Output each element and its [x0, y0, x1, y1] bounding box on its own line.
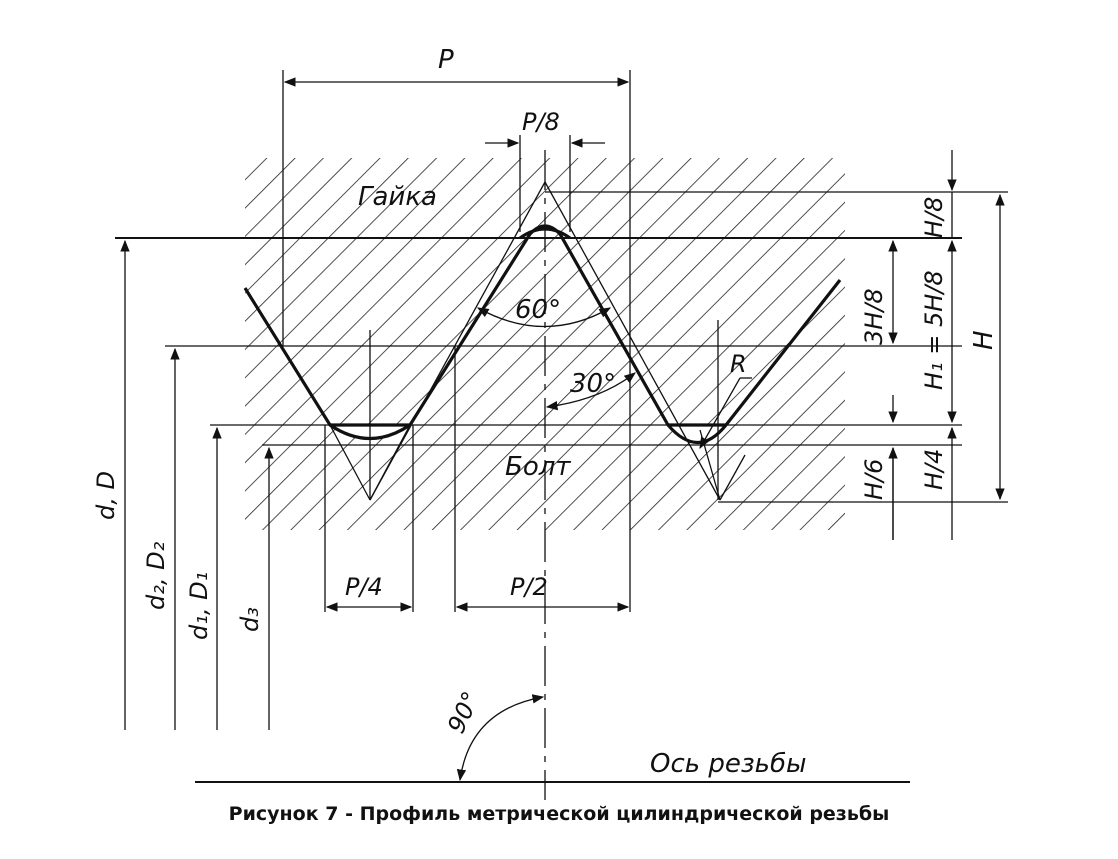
label-d1: d₁, D₁ — [185, 572, 213, 640]
figure-caption: Рисунок 7 - Профиль метрической цилиндри… — [228, 803, 890, 825]
label-angle60: 60° — [515, 295, 561, 325]
label-d2: d₂, D₂ — [142, 541, 170, 610]
triangle-left — [369, 181, 546, 501]
radius-leader — [699, 377, 741, 450]
label-p8: P/8 — [522, 108, 560, 136]
label-d: d, D — [92, 471, 120, 520]
label-3h8: 3H/8 — [860, 288, 888, 345]
arc-60 — [476, 307, 612, 328]
triangle-right-4 — [719, 454, 746, 501]
triangle-right — [544, 181, 721, 501]
arc-30 — [545, 372, 636, 411]
label-pitch: P — [438, 45, 454, 75]
label-p2: P/2 — [510, 573, 548, 601]
label-radius: R — [730, 350, 747, 378]
label-p4: P/4 — [345, 573, 383, 601]
label-h: H — [969, 330, 999, 350]
label-bolt: Болт — [505, 452, 571, 482]
label-h1: H₁ = 5H/8 — [920, 270, 948, 390]
label-d3: d₃ — [236, 607, 264, 632]
nut-hatch — [245, 158, 845, 425]
label-h6: H/6 — [860, 459, 888, 500]
arc-90 — [456, 694, 545, 782]
label-axis: Ось резьбы — [650, 749, 807, 779]
triangle-left-2 — [329, 424, 371, 501]
label-angle90: 90° — [442, 687, 485, 737]
label-h8: H/8 — [920, 197, 948, 238]
label-nut: Гайка — [358, 182, 437, 212]
triangle-right-2 — [369, 424, 411, 501]
label-h4: H/4 — [920, 449, 948, 490]
label-angle30: 30° — [570, 369, 616, 399]
